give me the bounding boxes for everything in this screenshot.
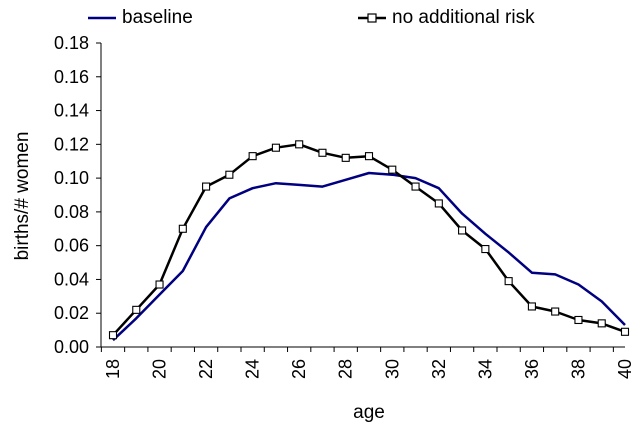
x-tick-label: 34	[475, 359, 495, 379]
y-tick-label: 0.18	[54, 33, 89, 53]
y-tick-label: 0.04	[54, 269, 89, 289]
data-point-no-additional-risk	[108, 331, 118, 340]
y-tick-label: 0.14	[54, 101, 89, 121]
x-tick-label: 38	[568, 359, 588, 379]
x-tick-label: 32	[429, 359, 449, 379]
x-tick-label: 24	[243, 359, 263, 379]
data-point-no-additional-risk	[597, 319, 606, 328]
data-point-no-additional-risk	[388, 165, 397, 174]
data-point-no-additional-risk	[574, 315, 583, 325]
legend-label-baseline: baseline	[122, 7, 193, 28]
x-tick-label: 26	[289, 359, 309, 379]
axes: 0.00 0.02 0.04 0.06 0.08 0.10 0.12 0.14 0.16 0.18…	[54, 33, 635, 379]
data-point-no-additional-risk	[411, 182, 420, 191]
data-point-no-additional-risk	[318, 148, 327, 157]
y-tick-label: 0.16	[54, 67, 89, 87]
x-tick-label: 28	[336, 359, 356, 379]
data-point-no-additional-risk	[504, 277, 513, 286]
y-tick-label: 0.08	[54, 202, 89, 222]
legend-swatch-baseline	[88, 16, 116, 20]
data-point-no-additional-risk	[271, 143, 280, 152]
data-point-no-additional-risk	[481, 244, 490, 254]
data-point-no-additional-risk	[458, 226, 467, 235]
data-point-no-additional-risk	[620, 327, 630, 336]
data-point-no-additional-risk	[295, 140, 304, 149]
data-point-no-additional-risk	[178, 224, 187, 233]
data-point-no-additional-risk	[551, 307, 560, 316]
y-tick-label: 0.10	[54, 168, 89, 188]
data-point-no-additional-risk	[364, 152, 374, 161]
legend-label-no-additional-risk: no additional risk	[392, 7, 535, 28]
data-point-no-additional-risk	[527, 302, 536, 311]
data-point-no-additional-risk	[155, 280, 164, 289]
data-point-no-additional-risk	[132, 305, 141, 314]
y-tick-label: 0.00	[54, 337, 89, 357]
x-tick-label: 36	[522, 359, 542, 379]
x-tick-label: 40	[615, 359, 635, 379]
x-tick-label: 22	[196, 359, 216, 379]
y-tick-label: 0.02	[54, 303, 89, 323]
data-point-no-additional-risk	[341, 153, 350, 162]
legend-item-no-additional-risk: no additional risk	[358, 6, 535, 30]
data-point-no-additional-risk	[202, 182, 211, 191]
x-tick-label: 20	[150, 359, 170, 379]
y-tick-label: 0.06	[54, 236, 89, 256]
y-tick-label: 0.12	[54, 134, 89, 154]
y-axis-title: births/# women	[12, 132, 33, 261]
legend-item-baseline: baseline	[88, 6, 193, 30]
legend-swatch-no-additional-risk	[358, 13, 386, 23]
data-point-no-additional-risk	[248, 152, 257, 161]
x-tick-label: 30	[382, 359, 402, 379]
data-point-no-additional-risk	[225, 170, 234, 179]
x-tick-label: 18	[103, 359, 123, 379]
series-layer	[108, 140, 630, 342]
series-line-baseline	[112, 171, 626, 342]
data-point-no-additional-risk	[434, 199, 443, 208]
x-axis-title: age	[353, 402, 385, 423]
